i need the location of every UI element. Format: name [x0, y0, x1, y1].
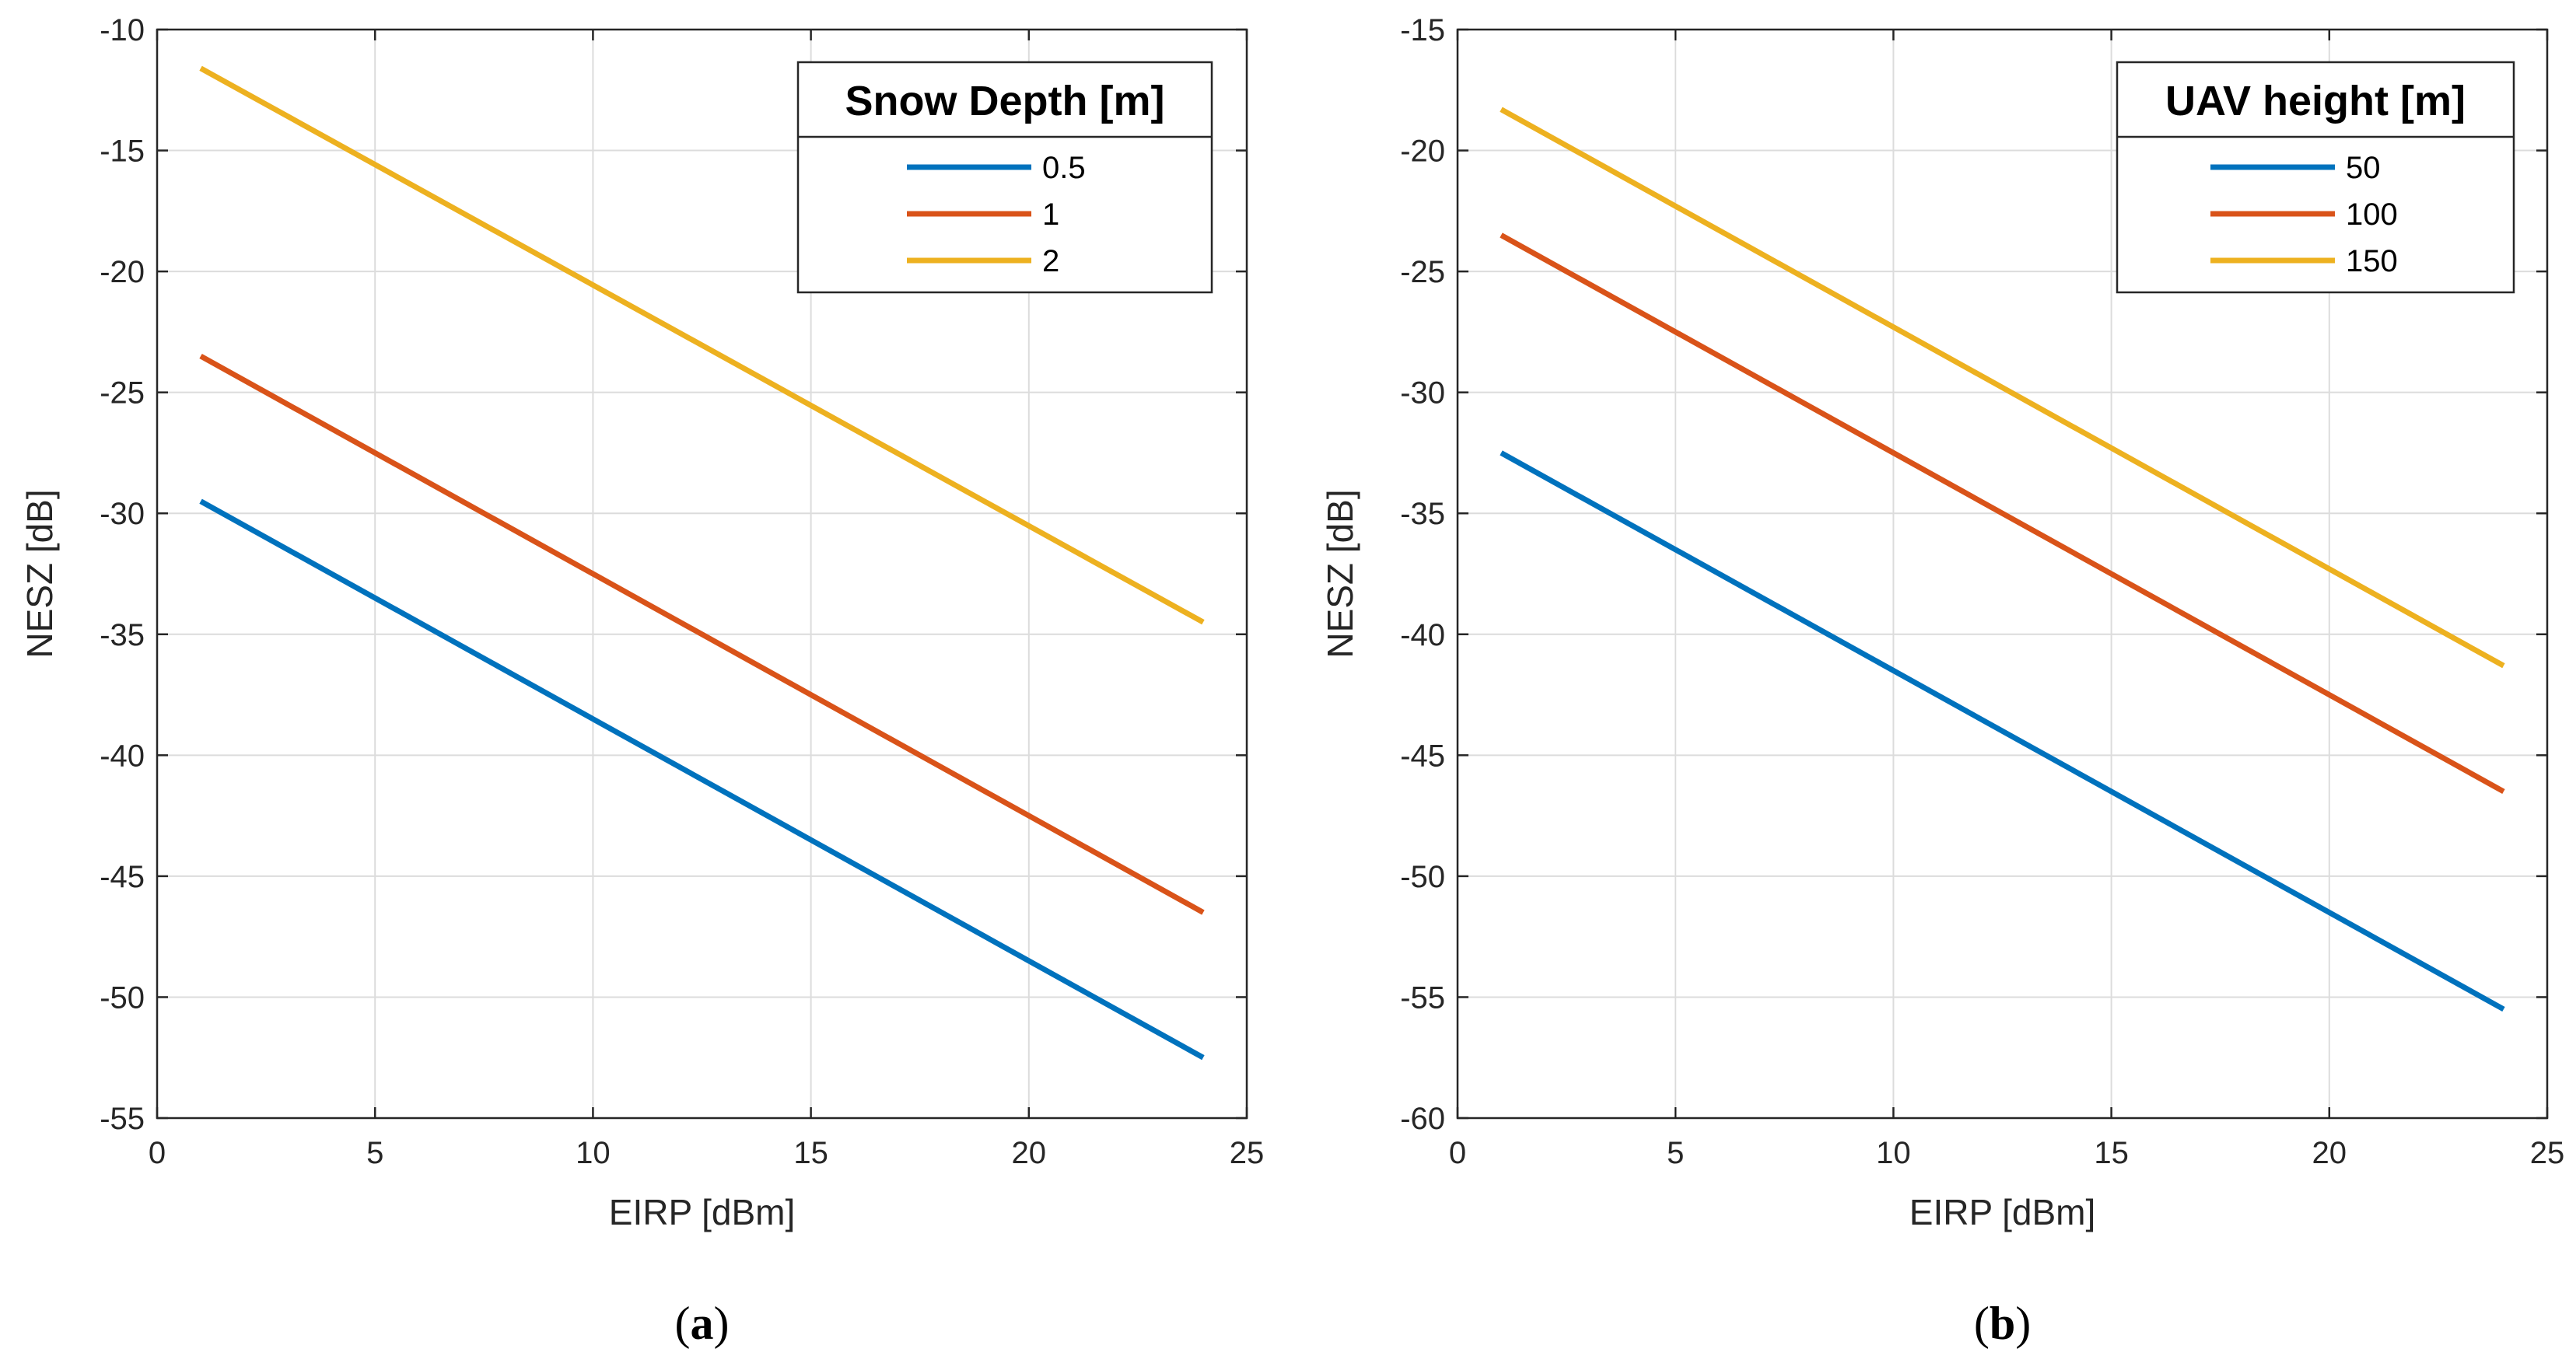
y-tick-label: -55 [100, 1102, 145, 1136]
x-tick-label: 10 [1876, 1136, 1911, 1170]
legend-entry-100: 100 [2346, 197, 2398, 232]
y-tick-label: -20 [100, 255, 145, 289]
y-tick-label: -50 [100, 980, 145, 1015]
legend: Snow Depth [m] 0.5 1 2 [796, 61, 1213, 294]
x-tick-label: 25 [1230, 1136, 1265, 1170]
y-tick-label: -45 [100, 860, 145, 894]
x-axis-label: EIRP [dBm] [609, 1192, 795, 1232]
y-tick-label: -10 [100, 13, 145, 47]
y-tick-label: -30 [100, 497, 145, 531]
y-tick-label: -25 [100, 376, 145, 411]
x-tick-label: 15 [2094, 1136, 2129, 1170]
y-tick-label: -25 [1400, 255, 1445, 289]
y-tick-label: -40 [1400, 618, 1445, 652]
series-line-100 [1500, 232, 2505, 795]
y-tick-label: -15 [100, 135, 145, 169]
panel-caption-letter: b [1990, 1298, 2015, 1349]
x-tick-label: 0 [1449, 1136, 1466, 1170]
y-tick-label: -15 [1400, 13, 1445, 47]
legend-entry-50: 50 [2346, 151, 2381, 185]
series-line-1 [199, 353, 1205, 915]
x-tick-label: 15 [793, 1136, 828, 1170]
x-tick-label: 20 [1012, 1136, 1047, 1170]
legend-title: UAV height [m] [2165, 78, 2466, 124]
legend-box [2116, 61, 2515, 294]
series-line-2 [199, 65, 1205, 625]
legend-entry-0.5: 0.5 [1042, 151, 1086, 185]
axes-box [156, 28, 1248, 1120]
x-axis-label: EIRP [dBm] [1909, 1192, 2095, 1232]
legend-entry-150: 150 [2346, 244, 2398, 278]
legend: UAV height [m] 50 100 150 [2116, 61, 2515, 294]
y-tick-label: -50 [1400, 860, 1445, 894]
panel-caption-letter: a [691, 1298, 714, 1349]
x-tick-label: 25 [2530, 1136, 2565, 1170]
series-line-150 [1500, 107, 2505, 669]
y-tick-label: -45 [1400, 739, 1445, 773]
x-tick-label: 20 [2312, 1136, 2347, 1170]
y-tick-label: -55 [1400, 980, 1445, 1015]
y-axis-label: NESZ [dB] [19, 489, 60, 658]
x-tick-label: 5 [366, 1136, 383, 1170]
chart-panel-a: 0 5 10 15 20 25 -55 -50 -45 -40 -35 -30 -25 -20 -15 -10… [19, 13, 1264, 1349]
series-line-0.5 [199, 498, 1205, 1061]
legend-entry-1: 1 [1042, 197, 1059, 232]
panel-caption-b: (b) [1974, 1298, 2031, 1349]
y-tick-label: -35 [1400, 497, 1445, 531]
series-line-50 [1500, 450, 2505, 1012]
y-tick-label: -20 [1400, 135, 1445, 169]
axes-box [1456, 28, 2549, 1120]
panel-caption-a: (a) [675, 1298, 730, 1349]
x-tick-label: 0 [149, 1136, 166, 1170]
x-tick-label: 5 [1667, 1136, 1684, 1170]
legend-box [796, 61, 1213, 294]
legend-title: Snow Depth [m] [845, 78, 1165, 124]
x-tick-label: 10 [576, 1136, 611, 1170]
y-tick-label: -30 [1400, 376, 1445, 411]
y-tick-label: -40 [100, 739, 145, 773]
y-axis-label: NESZ [dB] [1320, 489, 1360, 658]
legend-entry-2: 2 [1042, 244, 1059, 278]
y-tick-label: -35 [100, 618, 145, 652]
y-tick-label: -60 [1400, 1102, 1445, 1136]
chart-panel-b: 0 5 10 15 20 25 -60 -55 -50 -45 -40 -35 -30 -25 -20 -15… [1320, 13, 2564, 1349]
